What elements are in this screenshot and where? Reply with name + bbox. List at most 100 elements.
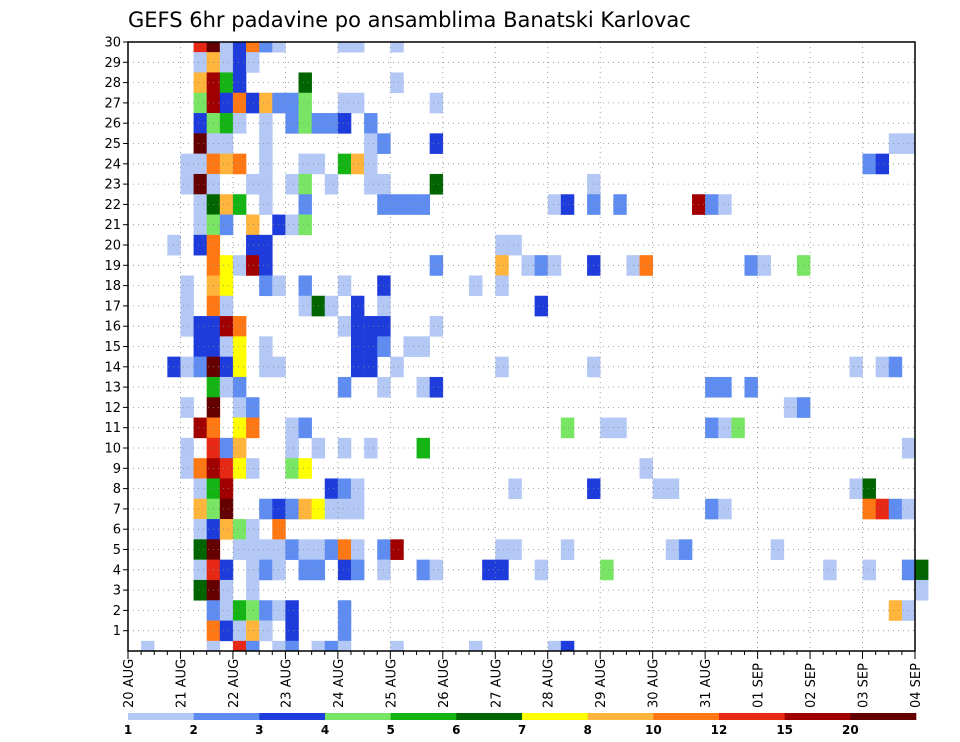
heatmap-cell (193, 113, 207, 134)
heatmap-cell (219, 498, 234, 520)
y-tick-label: 15 (104, 340, 121, 355)
heatmap-cell (298, 153, 312, 175)
heatmap-cell (849, 356, 863, 378)
heatmap-cell (560, 640, 575, 652)
heatmap-cell (665, 539, 680, 560)
heatmap-cell (259, 498, 273, 520)
y-tick-label: 30 (104, 36, 121, 51)
heatmap-cell (875, 498, 890, 520)
heatmap-cell (219, 559, 234, 581)
heatmap-cell (232, 92, 247, 114)
heatmap-cell (495, 559, 509, 581)
heatmap-cell (232, 42, 247, 53)
heatmap-cell (259, 42, 273, 53)
legend-label: 8 (583, 723, 591, 737)
heatmap-cell (429, 559, 444, 581)
heatmap-cell (324, 539, 339, 560)
y-axis-ticks: 1234567891011121314151617181920212223242… (104, 36, 128, 639)
x-tick-label: 24 AUG (332, 659, 347, 708)
heatmap-cell (259, 600, 273, 621)
heatmap-cell (495, 255, 509, 276)
legend-swatch (784, 713, 851, 720)
heatmap-cell (272, 640, 286, 652)
heatmap-cell (534, 559, 549, 581)
legend-swatch (259, 713, 326, 720)
heatmap-cell (193, 153, 207, 175)
legend-label: 20 (842, 723, 859, 737)
heatmap-cell (350, 336, 365, 357)
heatmap-cell (259, 133, 273, 154)
legend-swatch (456, 713, 523, 720)
heatmap-cell (180, 356, 194, 378)
heatmap-cell (246, 52, 260, 73)
heatmap-cell (193, 498, 207, 520)
heatmap-cell (350, 42, 365, 53)
legend-label: 15 (776, 723, 793, 737)
heatmap-cell (232, 113, 247, 134)
x-tick-label: 03 SEP (857, 663, 872, 708)
heatmap-cell (219, 42, 234, 53)
heatmap-cell (259, 92, 273, 114)
heatmap-cell (272, 42, 286, 53)
heatmap-cell (324, 640, 339, 652)
heatmap-cell (495, 275, 509, 297)
heatmap-cell (337, 559, 352, 581)
heatmap-cell (390, 72, 404, 94)
heatmap-cell (232, 458, 247, 479)
heatmap-cell (888, 356, 903, 378)
heatmap-cell (180, 275, 194, 297)
heatmap-cell (823, 559, 837, 581)
x-tick-label: 28 AUG (542, 659, 557, 708)
heatmap-cell (285, 437, 299, 459)
heatmap-cell (285, 214, 299, 236)
heatmap-cell (705, 376, 719, 398)
heatmap-cell (744, 255, 758, 276)
legend-swatch (587, 713, 654, 720)
heatmap-cell (219, 275, 234, 297)
x-tick-label: 29 AUG (594, 659, 609, 708)
heatmap-cell (547, 194, 562, 215)
heatmap-cell (285, 620, 299, 642)
heatmap-cell (350, 295, 365, 317)
heatmap-cell (246, 458, 260, 479)
heatmap-cells (141, 42, 929, 652)
x-tick-label: 02 SEP (804, 663, 819, 708)
heatmap-cell (508, 234, 522, 256)
heatmap-cell (285, 173, 299, 195)
x-tick-label: 22 AUG (227, 659, 242, 708)
heatmap-cell (350, 153, 365, 175)
heatmap-cell (232, 620, 247, 642)
heatmap-cell (298, 194, 312, 215)
heatmap-cell (337, 42, 352, 53)
heatmap-cell (875, 356, 890, 378)
heatmap-cell (193, 194, 207, 215)
heatmap-cell (298, 275, 312, 297)
heatmap-cell (232, 153, 247, 175)
legend-swatch (653, 713, 720, 720)
heatmap-cell (246, 640, 260, 652)
heatmap-cell (232, 600, 247, 621)
heatmap-cell (888, 600, 903, 621)
heatmap-cell (862, 498, 876, 520)
heatmap-cell (350, 356, 365, 378)
heatmap-cell (888, 498, 903, 520)
heatmap-cell (350, 559, 365, 581)
heatmap-cell (337, 316, 352, 337)
heatmap-cell (232, 519, 247, 540)
y-tick-label: 5 (113, 543, 121, 558)
heatmap-cell (246, 559, 260, 581)
heatmap-cell (298, 173, 312, 195)
legend-swatch (522, 713, 588, 720)
heatmap-cell (167, 356, 181, 378)
x-tick-label: 20 AUG (122, 659, 137, 708)
y-tick-label: 28 (104, 76, 121, 91)
heatmap-cell (849, 478, 863, 500)
heatmap-cell (770, 539, 785, 560)
heatmap-cell (298, 295, 312, 317)
heatmap-cell (232, 52, 247, 73)
legend-swatch (850, 713, 917, 720)
heatmap-cell (285, 417, 299, 439)
heatmap-cell (246, 539, 260, 560)
heatmap-cell (403, 194, 417, 215)
heatmap-cell (495, 234, 509, 256)
